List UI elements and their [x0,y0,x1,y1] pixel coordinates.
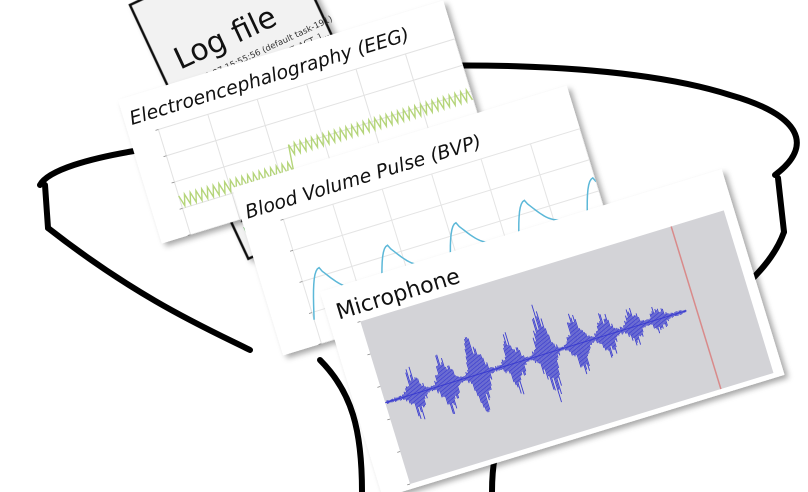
table-left-rim [40,150,140,185]
waveform-sample [394,399,395,401]
table-left-side [45,185,48,228]
table-bottom-curve [48,228,250,350]
table-right-side [778,178,784,232]
waveform-sample [683,311,684,313]
